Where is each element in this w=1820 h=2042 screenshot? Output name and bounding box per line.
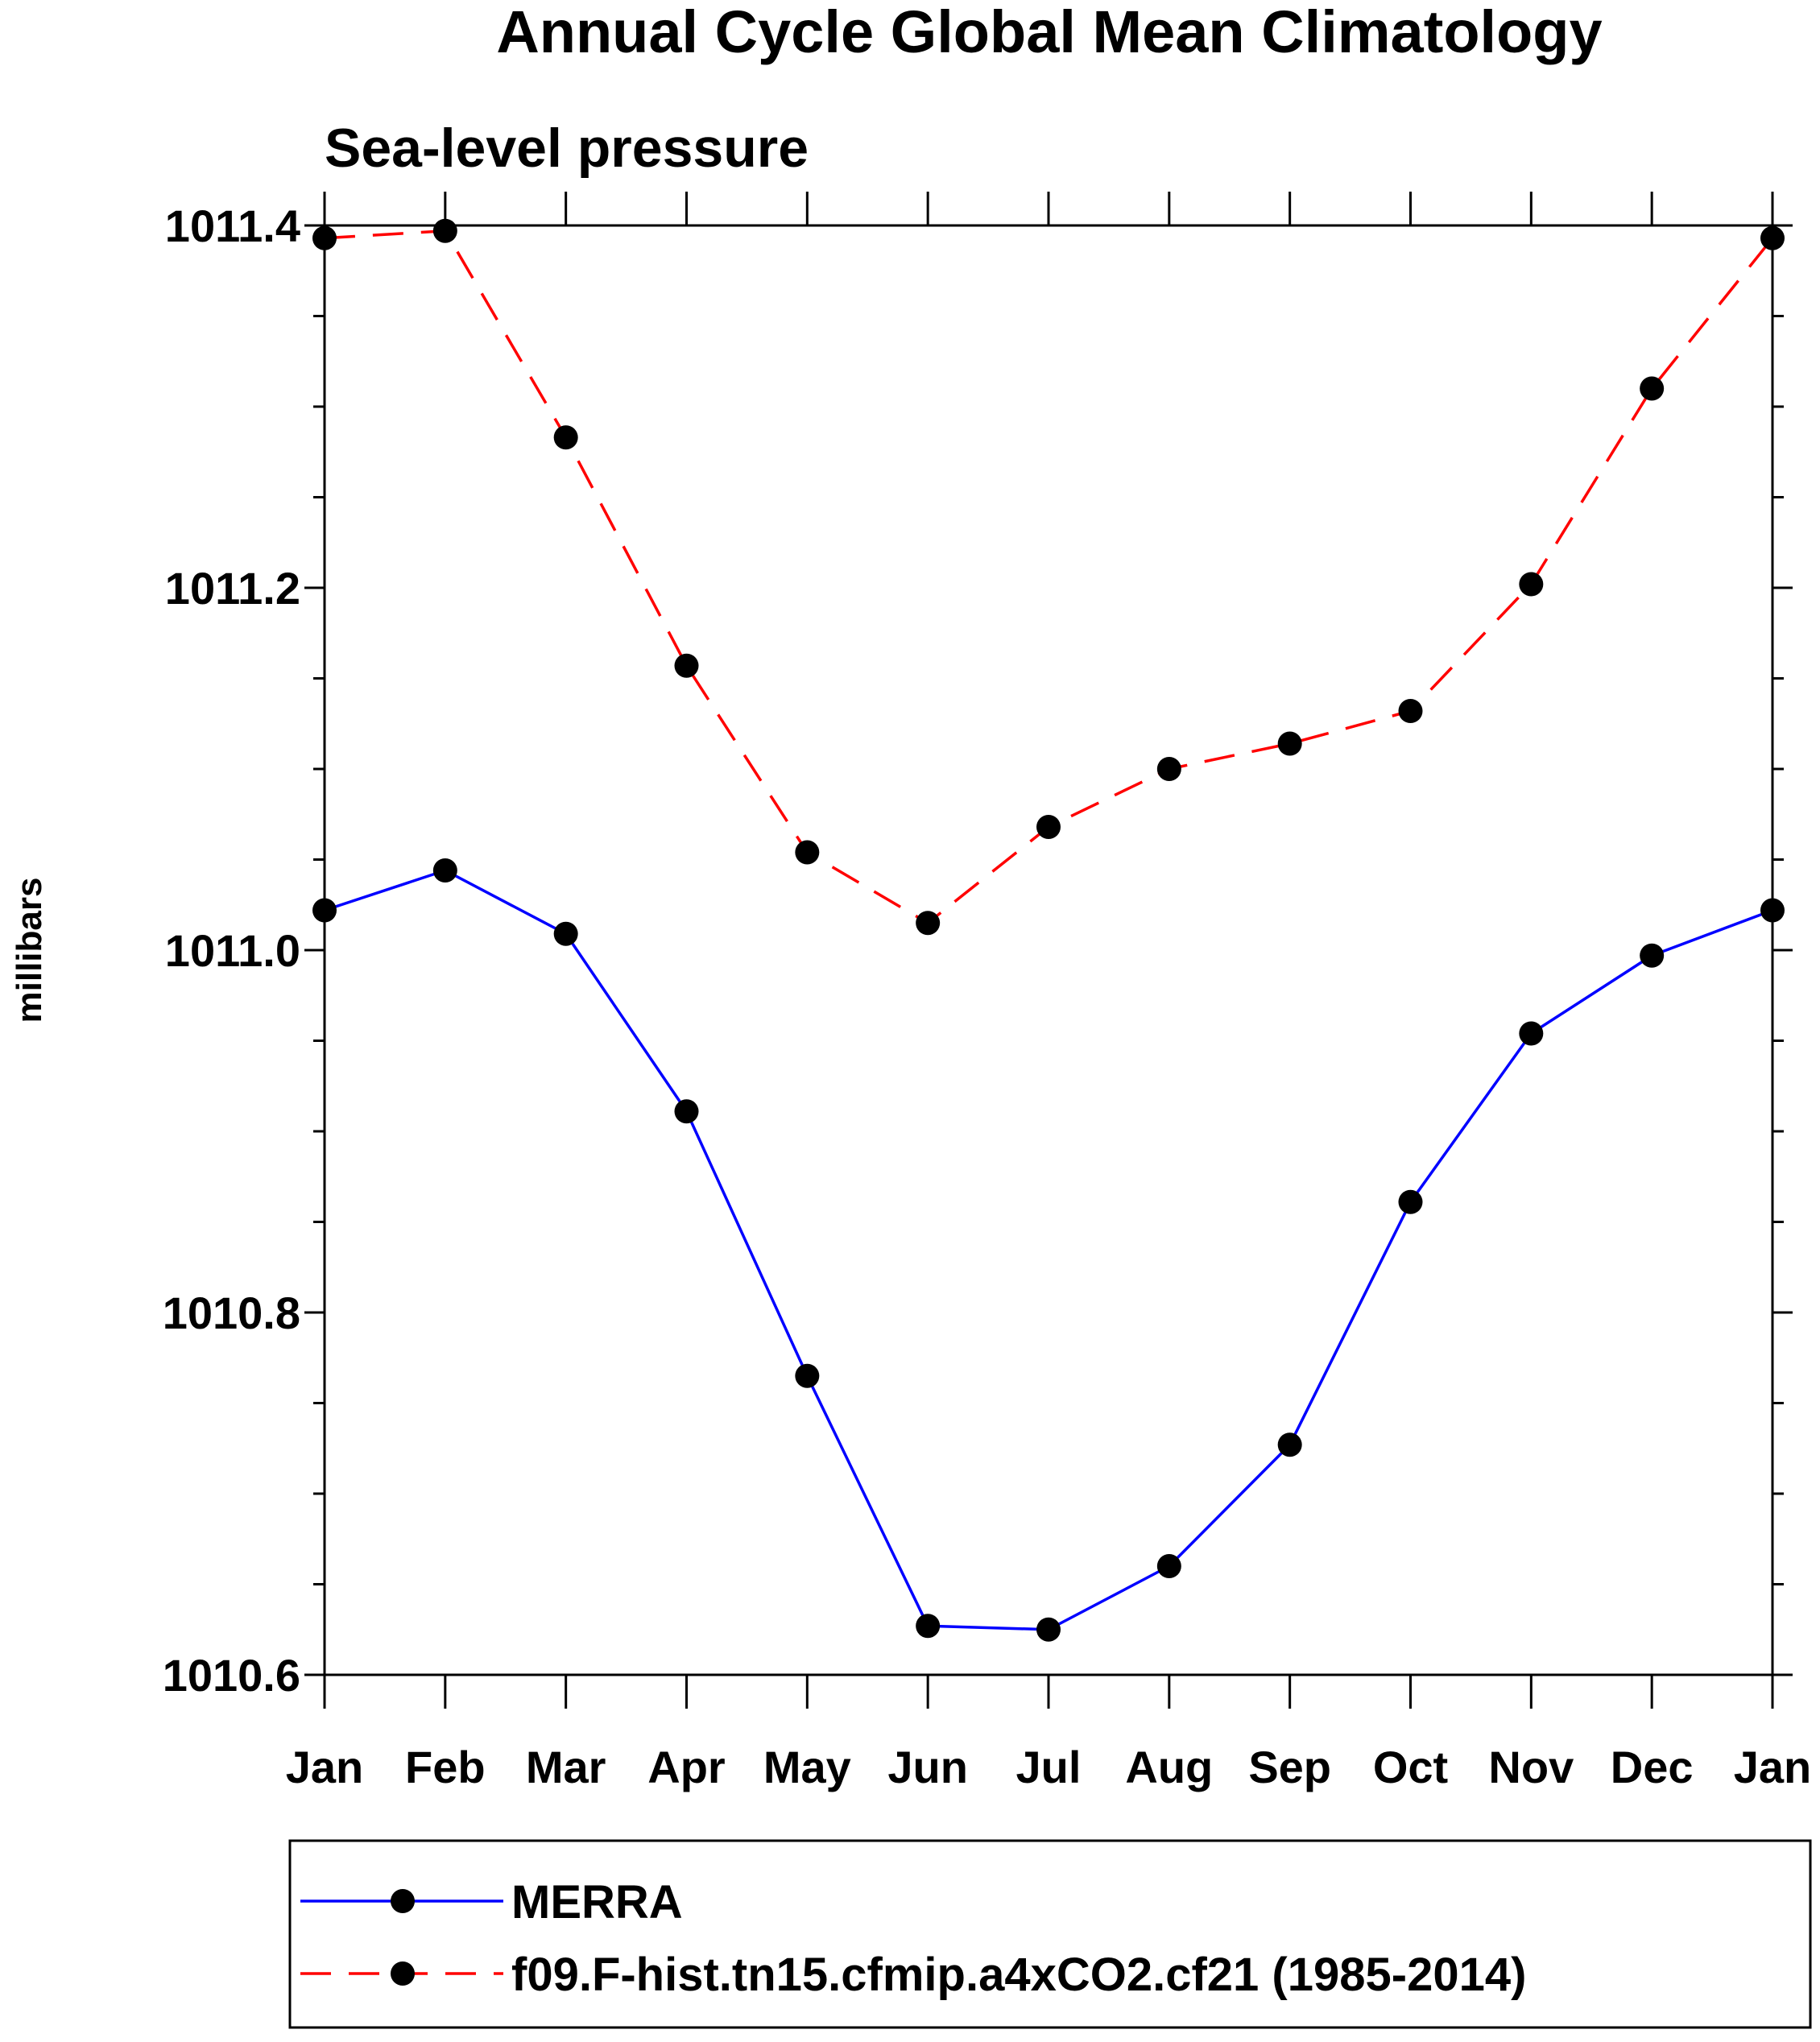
- legend-items: MERRA f09.F-hist.tn15.cfmip.a4xCO2.cf21 (…: [300, 1876, 1526, 2001]
- x-tick-label: Feb: [405, 1742, 486, 1792]
- x-tick-label: Nov: [1488, 1742, 1574, 1792]
- data-series: [312, 218, 1785, 1642]
- series-1-point: [1398, 1189, 1423, 1214]
- series-1-point: [795, 1363, 820, 1388]
- legend: MERRA f09.F-hist.tn15.cfmip.a4xCO2.cf21 (…: [288, 1839, 1812, 2029]
- legend-label-1: MERRA: [511, 1876, 683, 1928]
- series-2-point: [795, 840, 820, 865]
- x-tick-label: Apr: [647, 1742, 725, 1792]
- plot-frame: [323, 224, 1774, 1676]
- series-1-point: [1036, 1617, 1061, 1642]
- series-1-point: [553, 921, 578, 946]
- series-2-point: [916, 911, 941, 936]
- y-tick-label: 1011.0: [165, 925, 300, 976]
- x-tick-label: Oct: [1373, 1742, 1448, 1792]
- series-1-point: [674, 1099, 699, 1124]
- x-tick-label: Jan: [1734, 1742, 1812, 1792]
- series-1-point: [1156, 1554, 1181, 1578]
- x-tick-label: Jun: [887, 1742, 968, 1792]
- x-tick-label: Sep: [1248, 1742, 1331, 1792]
- chart-subtitle: Sea-level pressure: [325, 118, 809, 179]
- y-axis-label: millibars: [10, 878, 49, 1023]
- x-tick-label: Dec: [1611, 1742, 1694, 1792]
- series-1-point: [1519, 1021, 1544, 1046]
- series-2-point: [1156, 757, 1181, 781]
- y-tick-label: 1011.4: [165, 200, 300, 251]
- chart-title: Annual Cycle Global Mean Climatology: [496, 0, 1602, 65]
- axis-ticks: [304, 192, 1793, 1709]
- legend-marker-1: [391, 1889, 415, 1913]
- x-tick-label: Jan: [286, 1742, 364, 1792]
- x-tick-label: Jul: [1016, 1742, 1082, 1792]
- x-tick-label: Mar: [526, 1742, 606, 1792]
- series-2-point: [674, 653, 699, 678]
- series-2-point: [1398, 699, 1423, 723]
- series-2-point: [432, 218, 457, 243]
- series-2-point: [1640, 376, 1665, 401]
- legend-marker-2: [391, 1961, 415, 1986]
- legend-label-2: f09.F-hist.tn15.cfmip.a4xCO2.cf21 (1985-…: [511, 1949, 1526, 2001]
- y-tick-label: 1010.6: [163, 1650, 300, 1701]
- legend-box: [288, 1839, 1812, 2029]
- series-line-1: [324, 869, 1773, 1631]
- axis-tick-labels: Jan Feb Mar Apr May Jun Jul Aug Sep Oct Nov Dec Jan 1…: [163, 200, 1812, 1792]
- series-1-point: [916, 1614, 941, 1639]
- series-2-point: [1519, 572, 1544, 597]
- series-2-point: [1277, 731, 1302, 756]
- series-2-point: [1036, 815, 1061, 839]
- series-1-point: [1277, 1432, 1302, 1457]
- x-tick-label: Aug: [1125, 1742, 1213, 1792]
- y-tick-label: 1011.2: [165, 563, 300, 614]
- series-1-point: [432, 858, 457, 883]
- series-1-point: [1640, 943, 1665, 968]
- y-tick-label: 1010.8: [163, 1288, 300, 1338]
- x-tick-label: May: [763, 1742, 851, 1792]
- series-2-point: [553, 425, 578, 450]
